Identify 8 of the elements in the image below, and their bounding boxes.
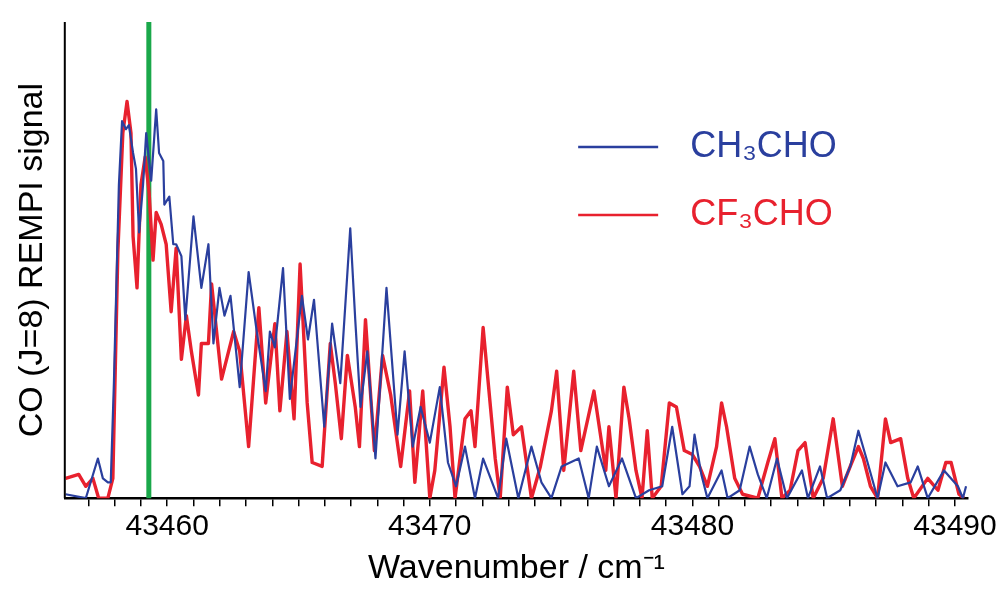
legend-label: CF₃CHO [690,191,833,233]
y-axis-title: CO (J=8) REMPI signal [10,82,49,438]
x-tick-label: 43480 [650,508,735,542]
x-axis-title: Wavenumber / cm⁻¹ [368,546,665,585]
x-tick-label: 43490 [913,508,997,542]
legend-label: CH₃CHO [690,123,837,165]
x-tick-label: 43460 [125,508,209,542]
x-tick-label: 43470 [388,508,472,542]
